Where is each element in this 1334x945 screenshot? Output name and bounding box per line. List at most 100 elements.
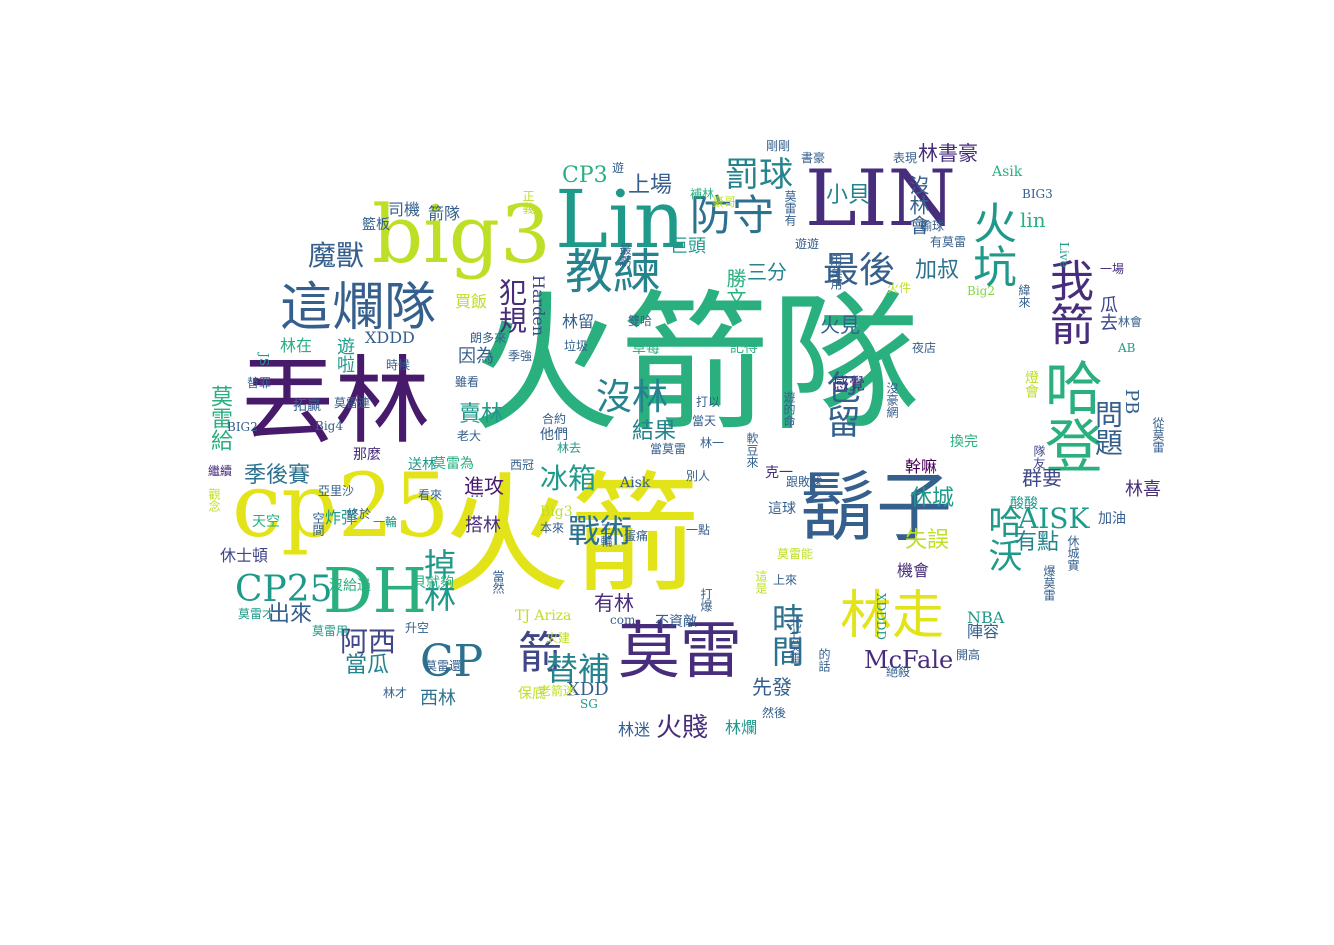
word-23: 魔獸	[308, 239, 365, 272]
word-83: 籃板	[362, 217, 390, 233]
word-137: 雙哈	[628, 314, 653, 328]
word-99: 貝就夠	[412, 575, 454, 591]
word-178: 從莫雷	[1151, 417, 1165, 453]
word-179: 沒豪網	[885, 382, 899, 418]
word-102: 莫雷用	[312, 624, 349, 638]
word-166: 絕殺	[886, 665, 911, 679]
word-19: CP25	[235, 569, 333, 610]
word-39: CP3	[562, 163, 608, 188]
word-176: 休城實	[1066, 535, 1080, 571]
word-43: 林書豪	[918, 141, 978, 165]
word-115: 不資敵	[655, 614, 697, 630]
word-65: 當瓜	[345, 653, 390, 678]
word-126: 他們	[540, 427, 568, 443]
word-36: McFale	[864, 646, 954, 674]
word-100: 一輪	[373, 515, 398, 529]
word-174: 一點	[686, 523, 711, 537]
word-79: 林留	[562, 312, 595, 331]
word-139: 季強	[508, 349, 533, 363]
word-58: 莫雷給	[207, 385, 232, 451]
word-123: BIG2	[227, 420, 258, 434]
word-183: 最虧	[618, 243, 632, 267]
word-10: 莫雷	[618, 614, 743, 687]
word-77: 林在	[280, 336, 313, 355]
word-163: 火件	[887, 281, 912, 295]
word-128: 時候	[386, 358, 411, 372]
word-56: 加油	[1098, 511, 1126, 527]
word-82: 司機	[388, 200, 421, 219]
word-118: Live	[1057, 242, 1071, 268]
word-136: 林一	[700, 436, 725, 450]
word-24: 沒林	[596, 377, 669, 418]
word-160: 緯來	[1017, 284, 1031, 308]
word-144: 林去	[557, 441, 582, 455]
word-89: 隊友	[1032, 445, 1046, 469]
word-38: 上場	[628, 173, 673, 198]
word-164: 別人	[686, 469, 711, 483]
word-142: 當天	[692, 414, 717, 428]
word-49: 瓜去	[1097, 295, 1118, 331]
word-71: 搭林	[465, 515, 501, 536]
word-140: 朗多來	[470, 331, 507, 345]
word-103: 升空	[405, 621, 430, 635]
word-80: 買飯	[455, 292, 488, 311]
word-87: 幹嘛	[905, 457, 938, 476]
word-173: 莫雷還	[425, 659, 462, 673]
word-161: 林會	[1118, 315, 1143, 329]
word-34: 阿西	[340, 625, 397, 658]
word-104: 莫雷才	[238, 607, 275, 621]
word-187: 蛋痛	[624, 529, 649, 543]
word-95: 那麼	[353, 447, 381, 463]
word-53: 群要	[1022, 466, 1062, 490]
word-67: 西林	[420, 688, 456, 709]
word-12: 這爛隊	[280, 278, 437, 338]
word-63: 機會	[897, 561, 930, 580]
word-22: 罰球	[725, 155, 793, 195]
word-61: 有林	[594, 591, 634, 615]
word-88: 換完	[950, 434, 978, 450]
word-108: 草莓	[632, 341, 660, 357]
word-69: 林爛	[725, 718, 758, 737]
word-51: 失誤	[905, 528, 950, 553]
word-48: lin	[1020, 208, 1046, 232]
word-30: 問題	[1091, 400, 1124, 456]
word-150: 遊	[612, 161, 625, 175]
word-11: 哈登	[1035, 358, 1103, 474]
word-153: 豪哥	[712, 195, 737, 209]
word-180: 用莫用	[829, 254, 843, 290]
word-59: 賣林	[459, 402, 504, 427]
word-106: Big3	[540, 504, 573, 520]
word-116: 保底	[518, 686, 546, 702]
word-93: Aisk	[620, 475, 651, 491]
word-152: 莫雷有	[783, 190, 797, 226]
word-94: 炸彈	[325, 508, 358, 527]
word-16: 防守	[690, 191, 775, 240]
word-97: 莫雷為	[432, 456, 474, 472]
word-90: 酸酸	[1010, 496, 1038, 512]
word-26: 戰術	[568, 512, 633, 550]
word-120: 一場	[1100, 262, 1125, 276]
word-113: 打爆	[699, 588, 713, 612]
word-31: 犯規	[495, 278, 528, 334]
word-45: 三分	[747, 260, 787, 284]
word-132: 看來	[418, 488, 443, 502]
word-57: 季後賽	[244, 463, 311, 488]
word-184: 北七莫雷	[788, 616, 802, 664]
word-169: 然後	[762, 706, 787, 720]
word-09: DH	[323, 554, 427, 627]
word-60: 結果	[632, 419, 677, 444]
word-64: 出來	[268, 602, 313, 627]
word-73: NBA	[967, 608, 1005, 627]
word-35: AISK	[1018, 502, 1090, 535]
word-170: 火建	[546, 631, 571, 645]
word-98: 沒給過	[329, 578, 371, 594]
word-127: 雖看	[455, 375, 480, 389]
word-66: XDD	[567, 679, 609, 700]
word-125: 克一	[765, 465, 793, 481]
word-171: 老箭迷	[539, 684, 576, 698]
word-135: 西冠	[510, 458, 535, 472]
word-156: 表現	[893, 151, 918, 165]
word-74: 陣容	[967, 622, 1000, 641]
word-03: 丟林	[240, 347, 431, 457]
